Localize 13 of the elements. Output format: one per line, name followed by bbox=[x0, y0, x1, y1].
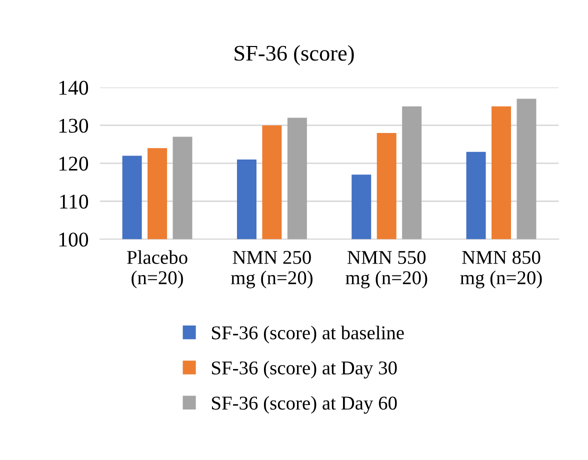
x-tick-label: Placebo (n=20) bbox=[127, 250, 188, 288]
legend-label: SF-36 (score) at Day 30 bbox=[212, 360, 397, 379]
y-tick-label: 130 bbox=[59, 118, 88, 133]
y-tick-label: 140 bbox=[59, 80, 88, 95]
y-tick-label: 120 bbox=[59, 156, 88, 171]
y-tick-label: 100 bbox=[59, 232, 88, 247]
chart-title: SF-36 (score) bbox=[234, 45, 354, 66]
x-tick-label: NMN 250 mg (n=20) bbox=[230, 250, 312, 288]
x-tick-label: NMN 850 mg (n=20) bbox=[460, 250, 542, 288]
legend-label: SF-36 (score) at baseline bbox=[212, 326, 404, 344]
x-tick-label: NMN 550 mg (n=20) bbox=[346, 250, 428, 288]
legend-label: SF-36 (score) at Day 60 bbox=[212, 396, 397, 414]
y-tick-label: 110 bbox=[60, 194, 88, 209]
